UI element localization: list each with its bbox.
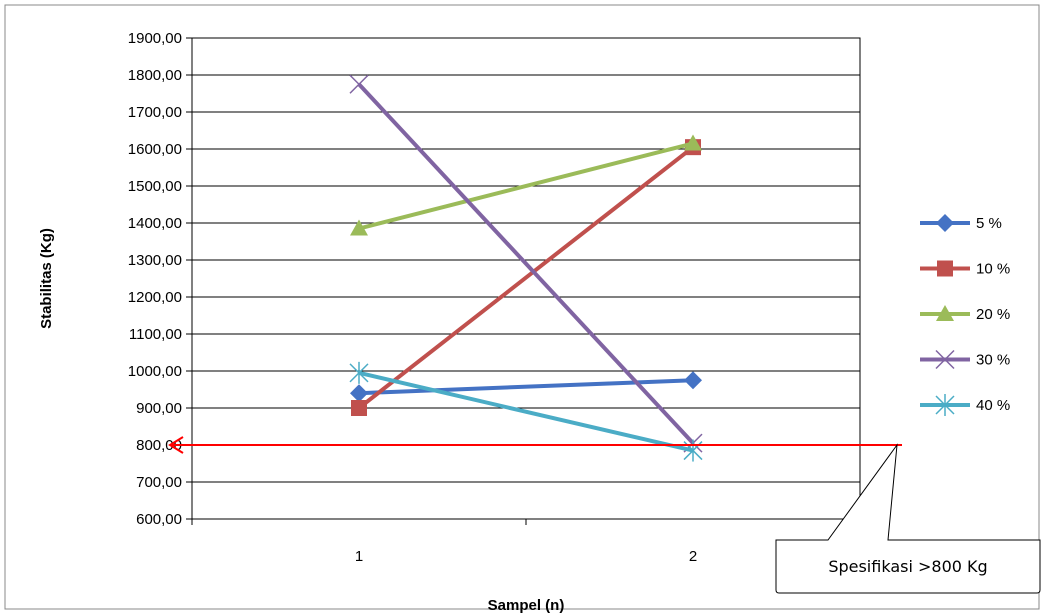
data-point [350,384,368,403]
series-3 [350,134,702,236]
data-point [351,400,367,416]
y-tick-label: 1900,00 [128,30,182,47]
legend: 5 % 10 % 20 % 30 % 40 % [920,214,1010,416]
x-marker-stroke [935,349,955,370]
callout-box [775,443,1041,594]
x-tick-label: 2 [689,548,697,565]
data-point [350,219,368,236]
data-point [684,371,702,390]
y-axis-title: Stabilitas (Kg) [38,228,55,329]
y-tick-label: 800,00 [136,437,182,454]
series-line [357,82,695,445]
legend-marker [935,394,955,416]
y-tick-label: 1800,00 [128,67,182,84]
legend-label: 20 % [976,306,1010,323]
series-line [358,141,694,231]
y-tick-label: 1400,00 [128,215,182,232]
series-line [358,370,694,453]
y-tick-label: 1600,00 [128,141,182,158]
callout: Spesifikasi >800 Kg [775,443,1041,594]
y-tick-label: 1700,00 [128,104,182,121]
series-5 [349,361,703,462]
x-marker-stroke [349,74,369,94]
reference-arrow-head [168,436,184,454]
y-tick-label: 900,00 [136,400,182,417]
legend-marker [935,349,955,370]
series-line [357,145,695,410]
legend-label: 5 % [976,215,1002,232]
legend-item: 40 % [920,394,1010,416]
y-tick-label: 600,00 [136,511,182,528]
legend-item: 5 % [920,214,1002,232]
legend-label: 30 % [976,352,1010,369]
legend-item: 30 % [920,349,1010,370]
y-tick-label: 700,00 [136,474,182,491]
callout-text: Spesifikasi >800 Kg [828,557,987,576]
x-axis-title: Sampel (n) [488,597,565,614]
data-point [684,134,702,151]
series-group [349,74,703,462]
reference-line-group [168,436,902,454]
y-tick-label: 1200,00 [128,289,182,306]
legend-item: 10 % [920,260,1010,278]
y-axis-ticks: 600,00 700,00 800,00 900,00 1000,00 1100,00 12… [128,30,192,528]
legend-item: 20 % [920,305,1010,323]
data-point [349,74,369,94]
legend-label: 10 % [976,261,1010,278]
legend-marker [937,260,953,277]
y-tick-label: 1300,00 [128,252,182,269]
series-4 [349,74,703,453]
y-tick-label: 1100,00 [129,326,182,343]
legend-marker [936,214,954,232]
legend-marker [936,305,954,321]
data-point [349,361,369,384]
y-tick-label: 1500,00 [128,178,182,195]
x-tick-label: 1 [355,548,363,565]
legend-label: 40 % [976,397,1010,414]
y-tick-label: 1000,00 [128,363,182,380]
